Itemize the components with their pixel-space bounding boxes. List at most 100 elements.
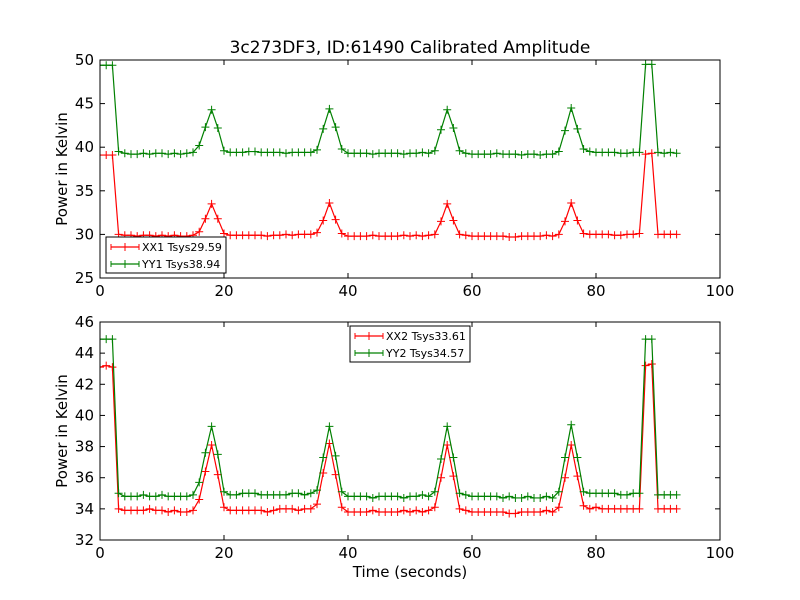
data-point [282, 149, 290, 158]
data-point [672, 149, 681, 158]
data-point [461, 506, 470, 515]
data-point [319, 124, 328, 133]
data-point [213, 124, 222, 133]
data-point [511, 150, 520, 159]
data-point [548, 507, 557, 516]
data-point [567, 199, 576, 208]
y-tick-label: 36 [75, 469, 94, 487]
data-point [108, 335, 117, 344]
data-point [251, 489, 259, 498]
legend-marker [365, 332, 373, 340]
data-point [325, 199, 334, 208]
data-point [139, 149, 148, 158]
data-point [542, 492, 551, 501]
data-point [368, 231, 377, 240]
data-point [412, 231, 421, 240]
legend: XX1 Tsys29.59 YY1 Tsys38.94 [105, 236, 227, 274]
data-point [579, 229, 588, 238]
data-point [368, 506, 377, 515]
data-point [393, 149, 402, 158]
data-point [672, 490, 681, 499]
data-point [585, 504, 594, 513]
data-point [412, 506, 421, 515]
data-point [201, 467, 210, 476]
data-point [362, 232, 371, 241]
data-point [505, 492, 514, 501]
data-point [399, 150, 408, 159]
data-point [443, 422, 452, 431]
data-point [623, 490, 631, 499]
data-point [251, 147, 259, 156]
y-tick-label: 30 [75, 225, 94, 243]
data-point [133, 492, 142, 501]
data-point [220, 487, 228, 496]
data-point [368, 493, 377, 502]
data-point [437, 455, 445, 464]
data-point [647, 360, 656, 369]
legend-box [105, 236, 227, 274]
data-point [486, 150, 495, 159]
data-point [437, 217, 445, 226]
data-point [337, 487, 346, 496]
data-point [306, 489, 315, 498]
data-point [542, 231, 551, 240]
x-tick-label: 60 [462, 544, 481, 562]
data-point [306, 504, 315, 513]
data-point [139, 506, 148, 515]
data-point [145, 504, 154, 513]
x-tick-label: 60 [462, 282, 481, 300]
data-point [213, 450, 222, 459]
data-point [492, 492, 501, 501]
data-point [561, 217, 569, 226]
legend-marker [110, 244, 140, 250]
data-point [145, 150, 154, 159]
data-point [492, 149, 501, 158]
data-point [561, 473, 569, 482]
data-point [424, 231, 433, 240]
data-point [337, 229, 346, 238]
x-tick-label: 80 [586, 282, 605, 300]
data-point [263, 232, 272, 241]
legend-marker [365, 349, 373, 357]
y-axis-label: Power in Kelvin [53, 374, 71, 488]
data-point [337, 144, 346, 153]
data-point [530, 150, 538, 159]
data-point [325, 422, 334, 431]
plot-area [100, 335, 681, 518]
legend-label: YY2 Tsys34.57 [385, 347, 464, 360]
data-point [672, 504, 681, 513]
legend-marker [121, 260, 129, 268]
data-point [660, 149, 669, 158]
bottom-panel: 0 20 40 60 80 100 32 34 36 38 40 42 44 46 Power in Kel… [53, 313, 734, 581]
data-point [647, 60, 656, 69]
data-point [114, 489, 123, 498]
y-tick-label: 46 [75, 313, 94, 331]
data-point [629, 230, 638, 239]
data-point [306, 148, 315, 157]
axes-frame [99, 59, 721, 279]
data-point [635, 489, 644, 498]
x-tick-label: 20 [214, 282, 233, 300]
y-axis-label: Power in Kelvin [53, 112, 71, 226]
data-point [635, 148, 644, 157]
data-point [313, 486, 321, 495]
data-point [554, 147, 563, 156]
data-point [182, 149, 191, 158]
x-tick-label: 0 [95, 282, 105, 300]
data-point [158, 149, 166, 158]
data-point [269, 506, 278, 515]
data-point [554, 503, 563, 512]
data-point [499, 507, 507, 516]
data-point [573, 453, 582, 462]
data-point [443, 199, 452, 208]
x-tick-label: 0 [95, 544, 105, 562]
data-point [666, 148, 675, 157]
data-point [120, 149, 129, 158]
data-point [238, 148, 247, 157]
data-point [523, 492, 532, 501]
data-point [207, 441, 216, 450]
data-point [114, 147, 123, 156]
data-point [313, 500, 321, 509]
data-point [176, 150, 185, 159]
